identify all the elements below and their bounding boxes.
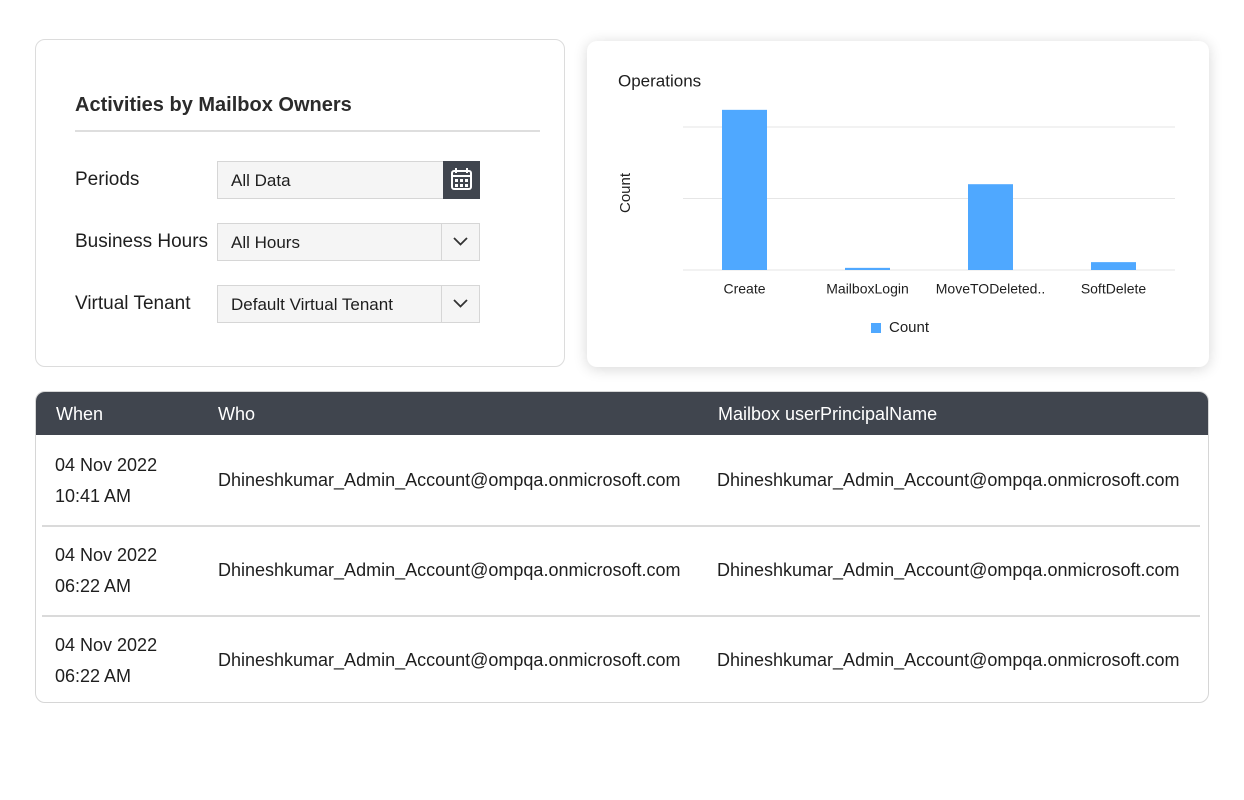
who: Dhineshkumar_Admin_Account@ompqa.onmicro… xyxy=(218,650,681,670)
chart: Operations Count Create MailboxLogin MoveT… xyxy=(617,71,1175,336)
bar xyxy=(1091,262,1136,270)
table-row: 04 Nov 2022 06:22 AM Dhineshkumar_Admin_Ac… xyxy=(42,615,1200,702)
y-axis-label: Count xyxy=(617,172,634,213)
date: 04 Nov 2022 xyxy=(55,455,158,475)
divider xyxy=(75,130,540,132)
mailbox: Dhineshkumar_Admin_Account@ompqa.onmicro… xyxy=(717,470,1180,490)
x-tick-label: MoveTODeleted.. xyxy=(936,281,1045,297)
column-header: Mailbox userPrincipalName xyxy=(718,404,938,424)
filter-value: All Hours xyxy=(231,233,300,252)
x-tick-label: Create xyxy=(723,281,765,297)
chart-title: Operations xyxy=(618,71,701,90)
time: 06:22 AM xyxy=(55,666,132,686)
filter-value: Default Virtual Tenant xyxy=(231,295,393,314)
filter-label: Virtual Tenant xyxy=(75,293,191,314)
filter-value: All Data xyxy=(231,171,291,190)
time: 10:41 AM xyxy=(55,486,132,506)
x-tick-label: SoftDelete xyxy=(1081,281,1147,297)
column-header: When xyxy=(56,404,104,424)
legend-label: Count xyxy=(889,319,930,336)
bar xyxy=(845,267,890,270)
table-header: When Who Mailbox userPrincipalName xyxy=(36,392,1208,435)
filter-title: Activities by Mailbox Owners xyxy=(75,94,352,116)
filter-label: Periods xyxy=(75,169,140,190)
filter-row: Periods All Data xyxy=(75,161,480,199)
dropdown[interactable]: All Hours xyxy=(217,223,480,261)
dropdown-button[interactable] xyxy=(441,286,479,322)
dropdown[interactable]: Default Virtual Tenant xyxy=(217,285,480,323)
bar xyxy=(968,184,1013,270)
x-tick-label: MailboxLogin xyxy=(826,281,909,297)
calendar-icon xyxy=(451,168,472,190)
mailbox: Dhineshkumar_Admin_Account@ompqa.onmicro… xyxy=(717,650,1180,670)
chart-card: Operations Count Create MailboxLogin MoveT… xyxy=(587,41,1209,367)
dropdown-button[interactable] xyxy=(441,224,479,260)
mailbox: Dhineshkumar_Admin_Account@ompqa.onmicro… xyxy=(717,560,1180,580)
who: Dhineshkumar_Admin_Account@ompqa.onmicro… xyxy=(218,470,681,490)
date-picker[interactable]: All Data xyxy=(217,161,480,199)
filter-card: Activities by Mailbox Owners Periods All … xyxy=(35,39,565,367)
calendar-button[interactable] xyxy=(443,161,480,199)
legend-swatch xyxy=(871,323,881,333)
table-row: 04 Nov 2022 06:22 AM Dhineshkumar_Admin_Ac… xyxy=(42,525,1200,617)
table: When Who Mailbox userPrincipalName 04 Nov … xyxy=(35,391,1209,703)
who: Dhineshkumar_Admin_Account@ompqa.onmicro… xyxy=(218,560,681,580)
bar xyxy=(722,109,767,270)
date: 04 Nov 2022 xyxy=(55,545,158,565)
column-header: Who xyxy=(218,404,256,424)
table-row: 04 Nov 2022 10:41 AM Dhineshkumar_Admin_Ac… xyxy=(42,435,1200,527)
filter-label: Business Hours xyxy=(75,231,209,252)
time: 06:22 AM xyxy=(55,576,132,596)
filter-row: Business Hours All Hours xyxy=(75,223,480,261)
dropdown-icon xyxy=(453,237,468,246)
dropdown-icon xyxy=(453,299,468,308)
date: 04 Nov 2022 xyxy=(55,635,158,655)
filter-row: Virtual Tenant Default Virtual Tenant xyxy=(75,285,480,323)
